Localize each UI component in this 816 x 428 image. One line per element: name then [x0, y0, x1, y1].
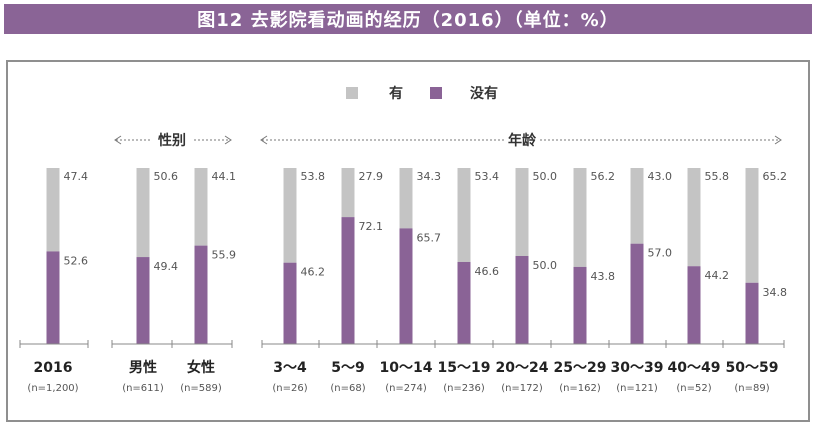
- data-label-no: 50.0: [533, 259, 558, 272]
- category-label: 女性: [187, 359, 215, 376]
- legend-swatch-yes: [346, 87, 358, 99]
- bar-yes: [515, 168, 529, 256]
- data-label-no: 72.1: [359, 220, 384, 233]
- bar-no: [630, 243, 644, 344]
- bar-yes: [341, 168, 355, 218]
- data-label-yes: 43.0: [648, 170, 673, 183]
- legend-swatch-no: [430, 87, 442, 99]
- chart-title: 图12 去影院看动画的经历（2016）（单位：%）: [4, 4, 812, 34]
- category-label: 15～19: [438, 360, 491, 376]
- data-label-no: 52.6: [64, 254, 89, 267]
- bar-no: [194, 245, 208, 344]
- bar-no: [283, 262, 297, 344]
- group-age-label: 年龄: [508, 132, 537, 149]
- sample-size-label: (n=274): [385, 383, 427, 394]
- bar-no: [745, 282, 759, 344]
- data-label-yes: 56.2: [591, 170, 616, 183]
- legend-label-no: 没有: [470, 85, 498, 102]
- category-label: 30～39: [611, 360, 664, 376]
- data-label-no: 46.6: [475, 265, 500, 278]
- data-label-yes: 50.0: [533, 170, 558, 183]
- category-label: 10～14: [380, 360, 433, 376]
- sample-size-label: (n=236): [443, 383, 485, 394]
- data-label-yes: 53.8: [301, 170, 326, 183]
- group-gender-label: 性别: [158, 132, 186, 149]
- bar-yes: [457, 168, 471, 262]
- sample-size-label: (n=121): [616, 383, 658, 394]
- bar-no: [457, 261, 471, 344]
- bar-yes: [573, 168, 587, 267]
- data-label-no: 43.8: [591, 270, 616, 283]
- bar-yes: [283, 168, 297, 263]
- bar-yes: [136, 168, 150, 258]
- data-label-yes: 50.6: [154, 170, 179, 183]
- sample-size-label: (n=162): [559, 383, 601, 394]
- legend-label-yes: 有: [389, 85, 403, 102]
- data-label-yes: 44.1: [212, 170, 237, 183]
- bar-no: [136, 257, 150, 344]
- group-age-arrow-right: [774, 135, 782, 145]
- data-label-yes: 47.4: [64, 170, 89, 183]
- data-label-no: 65.7: [417, 231, 442, 244]
- category-label: 50～59: [726, 360, 779, 376]
- bar-no: [341, 217, 355, 344]
- data-label-yes: 55.8: [705, 170, 730, 183]
- category-label: 2016: [34, 360, 73, 376]
- sample-size-label: (n=52): [676, 383, 711, 394]
- bar-yes: [687, 168, 701, 267]
- bar-no: [573, 266, 587, 344]
- sample-size-label: (n=89): [734, 383, 769, 394]
- sample-size-label: (n=611): [122, 383, 164, 394]
- sample-size-label: (n=172): [501, 383, 543, 394]
- group-age-arrow-left: [260, 135, 268, 145]
- category-label: 男性: [129, 359, 157, 376]
- data-label-no: 34.8: [763, 286, 788, 299]
- bar-no: [515, 256, 529, 344]
- bar-yes: [194, 168, 208, 246]
- sample-size-label: (n=26): [272, 383, 307, 394]
- category-label: 3～4: [273, 360, 307, 376]
- sample-size-label: (n=68): [330, 383, 365, 394]
- bar-no: [46, 251, 60, 344]
- data-label-yes: 27.9: [359, 170, 384, 183]
- bar-yes: [630, 168, 644, 244]
- data-label-no: 57.0: [648, 247, 673, 260]
- group-gender-arrow-left: [114, 135, 122, 145]
- sample-size-label: (n=589): [180, 383, 222, 394]
- data-label-yes: 53.4: [475, 170, 500, 183]
- data-label-yes: 65.2: [763, 170, 788, 183]
- category-label: 25～29: [554, 360, 607, 376]
- data-label-no: 49.4: [154, 260, 179, 273]
- category-label: 40～49: [668, 360, 721, 376]
- group-gender-arrow-right: [224, 135, 232, 145]
- category-label: 5～9: [331, 360, 364, 376]
- sample-size-label: (n=1,200): [27, 383, 78, 394]
- data-label-no: 55.9: [212, 249, 237, 262]
- bar-yes: [46, 168, 60, 252]
- data-label-no: 44.2: [705, 269, 730, 282]
- bar-yes: [399, 168, 413, 229]
- data-label-no: 46.2: [301, 266, 326, 279]
- category-label: 20～24: [496, 360, 549, 376]
- bar-no: [399, 228, 413, 344]
- bar-yes: [745, 168, 759, 283]
- bar-no: [687, 266, 701, 344]
- data-label-yes: 34.3: [417, 170, 442, 183]
